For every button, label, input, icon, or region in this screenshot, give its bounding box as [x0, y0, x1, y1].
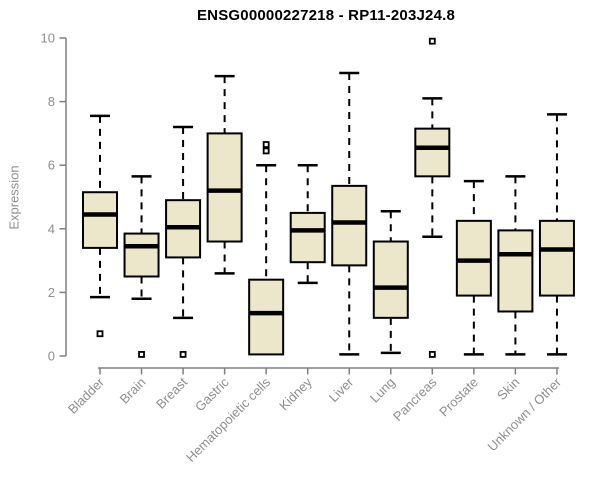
- y-tick-label: 6: [48, 158, 55, 173]
- x-tick-label: Gastric: [192, 374, 232, 414]
- iqr-box: [206, 132, 243, 243]
- y-tick-label: 10: [41, 31, 55, 46]
- iqr-box: [538, 219, 575, 297]
- x-tick-label: Breast: [153, 374, 190, 411]
- x-tick-label: Lung: [367, 375, 398, 406]
- iqr-box: [248, 278, 285, 356]
- iqr-box: [123, 232, 160, 278]
- y-axis-label: Expression: [6, 165, 22, 230]
- outlier-point: [179, 351, 187, 358]
- iqr-box: [331, 184, 368, 267]
- outlier-point: [96, 330, 104, 338]
- iqr-box: [455, 219, 492, 297]
- chart-title: ENSG00000227218 - RP11-203J24.8: [196, 7, 456, 24]
- iqr-box: [414, 127, 451, 178]
- outlier-point: [262, 141, 270, 148]
- outlier-point: [428, 351, 436, 358]
- iqr-box: [289, 211, 326, 264]
- iqr-box: [497, 229, 534, 313]
- outlier-point: [428, 37, 436, 45]
- x-tick-label: Skin: [494, 375, 522, 403]
- y-tick-label: 0: [48, 349, 55, 364]
- x-tick-label: Prostate: [436, 375, 481, 420]
- outlier-point: [262, 147, 270, 155]
- outlier-point: [138, 351, 145, 358]
- iqr-box: [82, 191, 118, 249]
- x-tick-label: Unknown / Other: [484, 374, 564, 454]
- x-tick-label: Brain: [117, 375, 149, 407]
- y-tick-label: 4: [48, 221, 55, 236]
- x-tick-label: Kidney: [276, 374, 315, 413]
- x-tick-label: Liver: [326, 374, 357, 405]
- y-tick-label: 8: [48, 94, 55, 109]
- iqr-box: [372, 240, 409, 319]
- x-tick-label: Pancreas: [390, 374, 440, 424]
- y-tick-label: 2: [48, 285, 55, 300]
- x-tick-label: Bladder: [65, 374, 108, 417]
